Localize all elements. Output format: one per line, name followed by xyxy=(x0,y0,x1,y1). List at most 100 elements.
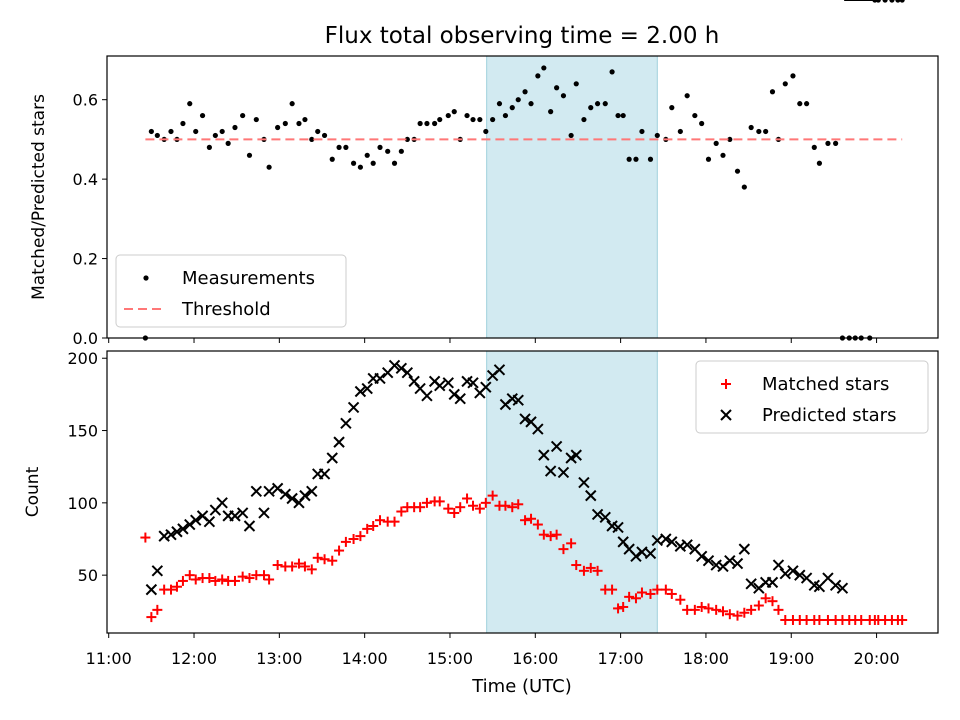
data-point xyxy=(699,120,705,127)
data-point xyxy=(615,112,621,119)
data-point xyxy=(895,0,901,3)
data-point xyxy=(609,69,615,75)
data-point xyxy=(148,128,154,135)
data-point xyxy=(396,506,407,517)
data-point xyxy=(660,584,671,595)
data-point xyxy=(633,156,639,162)
data-point xyxy=(421,497,432,508)
data-point xyxy=(639,128,645,135)
data-point xyxy=(519,413,531,425)
data-point xyxy=(541,65,547,71)
data-point xyxy=(528,101,534,107)
data-point xyxy=(184,570,195,581)
data-point xyxy=(306,564,317,575)
data-point xyxy=(319,554,330,565)
data-point xyxy=(272,560,283,571)
data-point xyxy=(464,112,470,119)
data-point xyxy=(470,116,476,123)
data-point xyxy=(496,101,503,107)
data-point xyxy=(578,565,589,576)
chart-title: Flux total observing time = 2.00 h xyxy=(325,23,720,49)
data-point xyxy=(773,604,784,615)
data-point xyxy=(321,132,328,139)
data-point xyxy=(243,520,256,532)
x-axis-tick-labels: 11:00 12:00 13:00 14:00 15:00 16:00 17:00 18:00… xyxy=(86,649,900,668)
data-point xyxy=(731,557,744,570)
data-point xyxy=(151,565,164,577)
ratio-panel: 0.0 0.2 0.4 0.6 Matched/Predicted stars Measu… xyxy=(29,0,939,348)
data-point xyxy=(526,513,537,524)
legend: Matched stars Predicted stars xyxy=(695,360,929,434)
data-point xyxy=(811,144,817,150)
data-point xyxy=(451,109,457,115)
data-point xyxy=(299,489,311,502)
data-point xyxy=(375,515,386,526)
data-point xyxy=(145,583,158,596)
data-point xyxy=(585,489,597,502)
y-axis-label: Matched/Predicted stars xyxy=(29,94,49,300)
data-point xyxy=(560,93,567,99)
data-point xyxy=(660,533,672,545)
data-point xyxy=(340,536,351,547)
data-point xyxy=(545,531,556,542)
data-point xyxy=(146,612,157,623)
data-point xyxy=(143,275,149,281)
data-point xyxy=(354,385,367,398)
data-point xyxy=(613,603,624,614)
data-point xyxy=(654,132,660,139)
data-point xyxy=(566,538,577,549)
data-point xyxy=(361,382,373,395)
y-axis-label: Count xyxy=(23,466,43,517)
data-point xyxy=(296,120,302,127)
data-point xyxy=(357,164,363,170)
data-point xyxy=(695,550,708,563)
y-tick-label: 50 xyxy=(78,566,98,585)
data-point xyxy=(813,581,826,593)
data-point xyxy=(711,604,722,615)
data-point xyxy=(266,164,272,170)
data-point xyxy=(772,559,785,571)
data-point xyxy=(833,140,839,146)
data-point xyxy=(535,73,541,79)
plot-frame xyxy=(106,55,939,339)
data-point xyxy=(309,136,315,143)
data-point xyxy=(336,144,342,150)
data-point xyxy=(814,614,825,625)
y-tick-label: 200 xyxy=(67,349,98,368)
series-matched-stars xyxy=(140,490,908,625)
legend-label: Matched stars xyxy=(762,374,889,395)
data-point xyxy=(769,89,776,95)
data-point xyxy=(171,581,182,592)
data-point xyxy=(421,390,433,402)
data-point xyxy=(477,116,483,123)
data-point xyxy=(612,521,624,534)
data-point xyxy=(437,116,443,123)
data-point xyxy=(721,379,731,389)
data-point xyxy=(333,436,345,448)
legend-box xyxy=(115,254,347,328)
highlight-span xyxy=(486,350,658,634)
data-point xyxy=(206,144,212,150)
data-point xyxy=(550,440,563,453)
y-tick-label: 0.6 xyxy=(73,91,98,110)
data-point xyxy=(329,156,335,162)
data-point xyxy=(302,116,308,123)
data-point xyxy=(204,573,215,584)
data-point xyxy=(500,500,511,511)
data-point xyxy=(734,168,741,174)
data-point xyxy=(374,372,386,385)
data-point xyxy=(177,523,189,535)
data-point xyxy=(585,562,596,573)
data-point xyxy=(293,558,304,569)
data-point xyxy=(448,388,460,401)
data-point xyxy=(717,606,728,617)
data-point xyxy=(219,128,225,135)
data-point xyxy=(152,604,163,615)
data-point xyxy=(782,81,788,87)
data-point xyxy=(578,476,590,489)
data-point xyxy=(748,124,754,131)
data-point xyxy=(327,555,338,566)
data-point xyxy=(368,520,379,531)
legend-label: Threshold xyxy=(181,299,271,320)
data-point xyxy=(554,85,560,91)
